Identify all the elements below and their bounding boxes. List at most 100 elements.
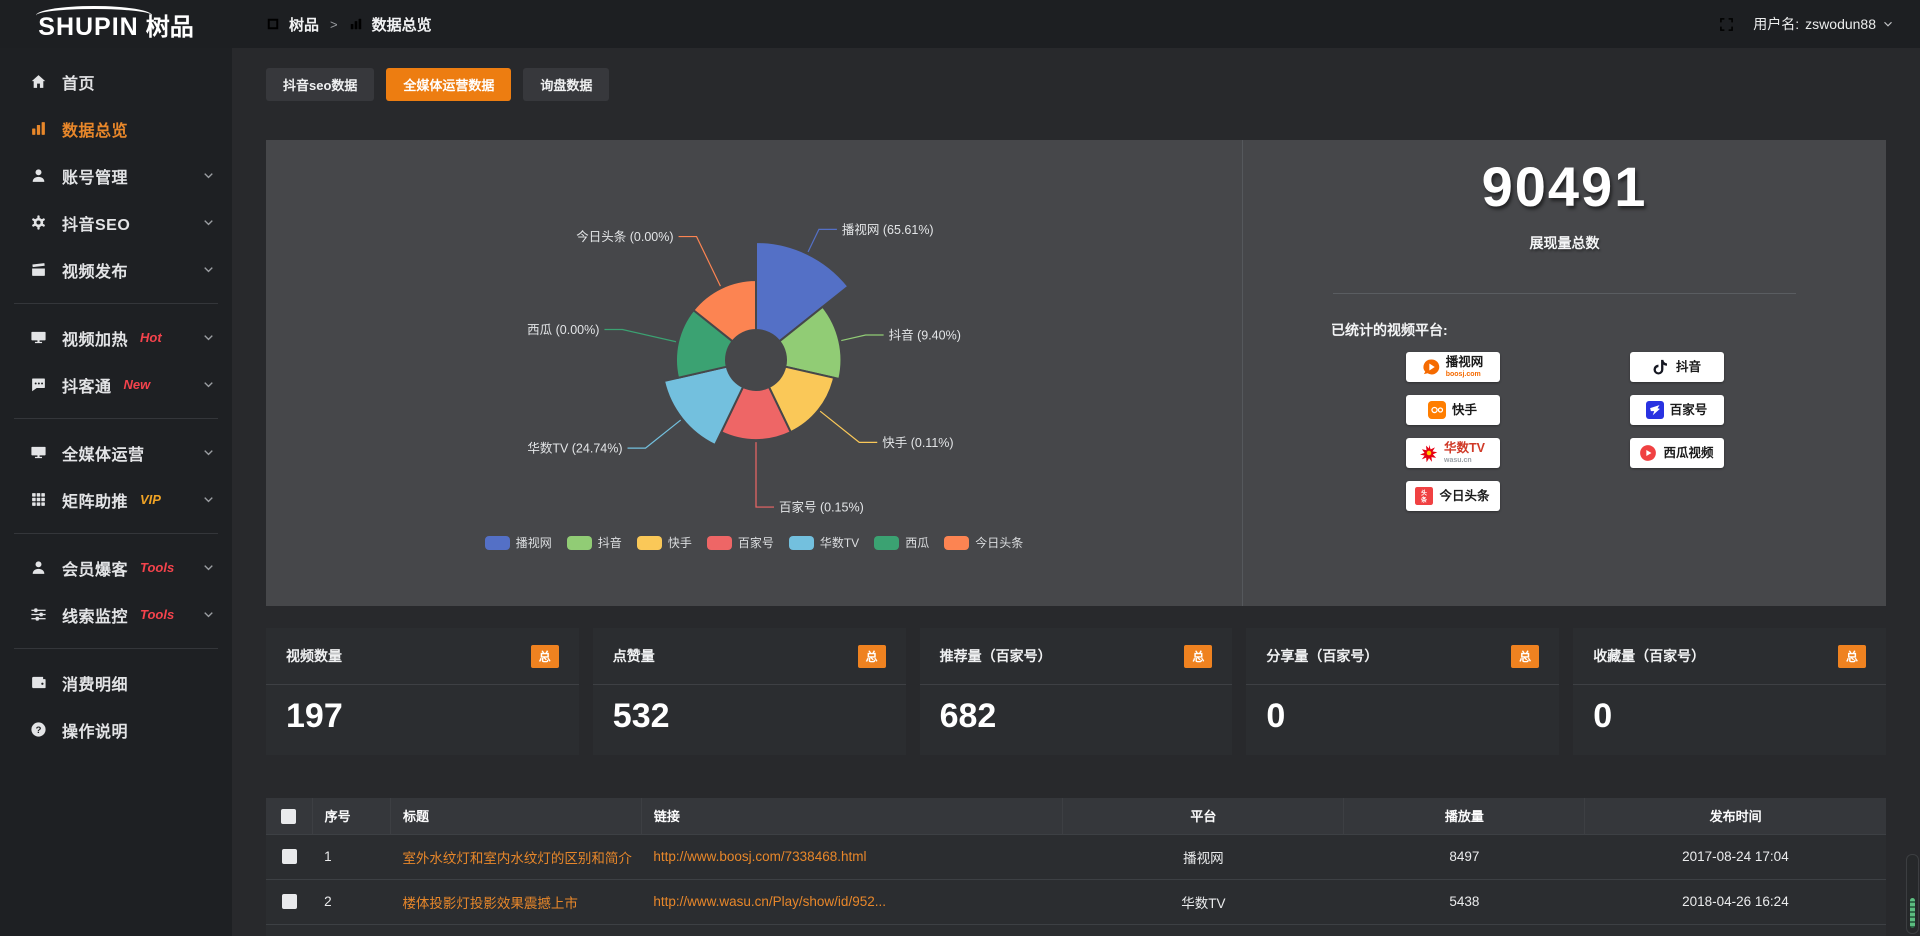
breadcrumb-separator: > <box>330 16 338 32</box>
summary-section: 90491 展现量总数 已统计的视频平台: 播视网 boosj.com 快手 华… <box>1243 140 1886 606</box>
tab-全媒体运营数据[interactable]: 全媒体运营数据 <box>386 68 512 101</box>
platform-badge-华数TV: 华数TV wasu.cn <box>1405 438 1500 468</box>
pie-sector-播视网[interactable] <box>755 240 850 343</box>
sidebar-divider <box>14 533 218 534</box>
sidebar-item-矩阵助推[interactable]: 矩阵助推 VIP <box>0 476 232 523</box>
sidebar-item-label: 线索监控 <box>62 608 129 626</box>
pie-label-今日头条: 今日头条 (0.00%) <box>576 229 673 244</box>
fullscreen-icon[interactable] <box>1718 16 1735 33</box>
select-all-checkbox[interactable] <box>281 808 297 824</box>
sidebar-item-label: 视频发布 <box>62 263 129 281</box>
table-row: 2 楼体投影灯投影效果震撼上市 http://www.wasu.cn/Play/… <box>266 878 1886 924</box>
pie-label-抖音: 抖音 (9.40%) <box>889 327 961 342</box>
app-logo: SHUPIN 树品 <box>0 0 232 48</box>
pie-sector-华数TV[interactable] <box>662 365 745 447</box>
username: zswodun88 <box>1805 16 1876 32</box>
label-line-百家号 <box>755 442 774 508</box>
grid-icon <box>30 491 47 508</box>
scrollbar-thumb[interactable] <box>1910 898 1915 928</box>
sidebar-item-线索监控[interactable]: 线索监控 Tools <box>0 591 232 638</box>
video-title-link[interactable]: 室外水纹灯和室内水纹灯的区别和简介 <box>402 850 632 866</box>
label-line-华数TV <box>627 419 682 449</box>
sidebar-item-label: 抖音SEO <box>62 216 131 234</box>
sidebar-item-label: 消费明细 <box>62 676 129 694</box>
sidebar-item-数据总览[interactable]: 数据总览 <box>0 105 232 152</box>
sidebar-item-会员爆客[interactable]: 会员爆客 Tools <box>0 544 232 591</box>
sidebar-item-label: 全媒体运营 <box>62 446 145 464</box>
row-checkbox[interactable] <box>281 849 297 865</box>
sidebar-item-抖客通[interactable]: 抖客通 New <box>0 361 232 408</box>
platforms-label: 已统计的视频平台: <box>1331 322 1448 338</box>
user-menu[interactable]: 用户名: zswodun88 <box>1753 14 1894 34</box>
screen-icon <box>30 329 47 346</box>
tab-询盘数据[interactable]: 询盘数据 <box>523 68 610 101</box>
pie-label-播视网: 播视网 (65.61%) <box>842 222 934 237</box>
stat-card-label: 分享量（百家号） <box>1266 648 1379 664</box>
cell-platform: 播视网 <box>1062 833 1344 879</box>
sidebar-item-badge: VIP <box>140 492 161 507</box>
legend-item-快手[interactable]: 快手 <box>636 534 692 551</box>
col-header-title: 标题 <box>390 798 642 834</box>
tab-抖音seo数据[interactable]: 抖音seo数据 <box>266 68 375 101</box>
sidebar-item-视频发布[interactable]: 视频发布 <box>0 246 232 293</box>
data-tabs: 抖音seo数据 全媒体运营数据 询盘数据 <box>266 68 1886 101</box>
sidebar-item-视频加热[interactable]: 视频加热 Hot <box>0 314 232 361</box>
sidebar-item-label: 账号管理 <box>62 169 129 187</box>
sidebar-item-全媒体运营[interactable]: 全媒体运营 <box>0 429 232 476</box>
sidebar-item-账号管理[interactable]: 账号管理 <box>0 152 232 199</box>
screen-icon <box>30 444 47 461</box>
sidebar-item-label: 首页 <box>62 75 96 93</box>
legend-swatch <box>636 535 662 550</box>
platform-badge-快手: 快手 <box>1405 395 1500 425</box>
pie-label-快手: 快手 (0.11%) <box>882 436 953 450</box>
video-url-link[interactable]: http://www.boosj.com/7338468.html <box>653 849 867 864</box>
pie-sector-抖音[interactable] <box>778 305 843 381</box>
sidebar-item-首页[interactable]: 首页 <box>0 58 232 105</box>
cell-published: 2017-08-24 17:04 <box>1584 833 1886 879</box>
cell-platform: 华数TV <box>1062 878 1344 924</box>
sidebar-item-消费明细[interactable]: 消费明细 <box>0 659 232 706</box>
stat-card-value: 532 <box>612 697 670 735</box>
video-url-link[interactable]: http://www.wasu.cn/Play/show/id/952... <box>653 894 886 909</box>
chevron-down-icon <box>202 608 215 621</box>
legend-item-抖音[interactable]: 抖音 <box>566 534 622 551</box>
legend-item-华数TV[interactable]: 华数TV <box>788 534 859 551</box>
breadcrumb-app[interactable]: 树品 <box>289 16 320 34</box>
rose-pie-chart[interactable]: 播视网 (65.61%) 抖音 (9.40%) 快手 (0.11%) 百家号 (0.1… <box>266 140 1243 530</box>
legend-swatch <box>484 535 510 550</box>
overview-panel: 播视网 (65.61%) 抖音 (9.40%) 快手 (0.11%) 百家号 (0.1… <box>266 140 1886 606</box>
platform-badge-百家号: 百家号 <box>1629 395 1724 425</box>
sidebar-item-抖音SEO[interactable]: 抖音SEO <box>0 199 232 246</box>
pie-sector-今日头条[interactable] <box>692 278 757 343</box>
row-checkbox[interactable] <box>281 894 297 910</box>
username-prefix: 用户名: <box>1753 16 1800 32</box>
total-badge: 总 <box>1184 644 1213 668</box>
legend-label: 快手 <box>667 536 692 550</box>
legend-item-西瓜[interactable]: 西瓜 <box>874 534 929 551</box>
legend-swatch <box>566 535 592 550</box>
toutiao-logo-icon <box>1415 487 1433 505</box>
platform-name: 今日头条 <box>1439 488 1490 503</box>
breadcrumb-page: 数据总览 <box>371 16 432 34</box>
stat-card-label: 视频数量 <box>286 648 342 664</box>
legend-item-百家号[interactable]: 百家号 <box>706 534 774 551</box>
platform-subtext: boosj.com <box>1445 370 1481 378</box>
col-header-platform: 平台 <box>1062 798 1345 834</box>
video-title-link[interactable]: 楼体投影灯投影效果震撼上市 <box>402 895 578 911</box>
sidebar-item-badge: Hot <box>140 330 162 345</box>
platform-badge-播视网: 播视网 boosj.com <box>1405 352 1500 382</box>
videos-table-wrap: 序号 标题 链接 平台 播放量 发布时间 1 室外水纹灯和室内水纹灯的区别和简介… <box>266 798 1886 936</box>
user-icon <box>30 559 47 576</box>
videos-table: 序号 标题 链接 平台 播放量 发布时间 1 室外水纹灯和室内水纹灯的区别和简介… <box>266 798 1886 936</box>
platform-name: 快手 <box>1451 402 1477 417</box>
legend-item-今日头条[interactable]: 今日头条 <box>944 534 1023 551</box>
sidebar-item-操作说明[interactable]: 操作说明 <box>0 706 232 753</box>
stat-card-收藏量（百家号）: 收藏量（百家号） 总 0 <box>1573 628 1886 755</box>
sidebar-item-label: 矩阵助推 <box>62 493 129 511</box>
brand: SHUPIN 树品 <box>36 5 194 42</box>
legend-item-播视网[interactable]: 播视网 <box>484 534 552 551</box>
tab-label: 全媒体运营数据 <box>403 78 495 93</box>
chevron-down-icon <box>202 216 215 229</box>
app-square-icon <box>266 17 280 31</box>
sidebar-item-badge: Tools <box>140 607 175 622</box>
